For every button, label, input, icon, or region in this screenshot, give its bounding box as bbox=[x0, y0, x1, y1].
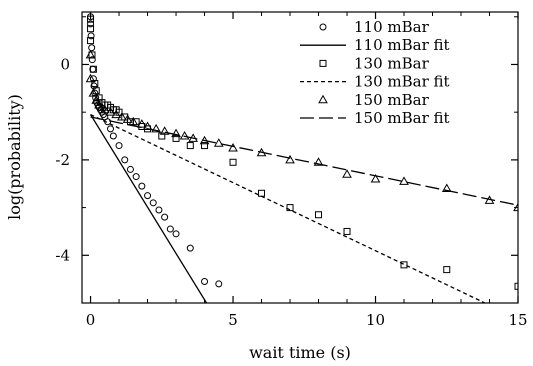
data-point-150-mbar bbox=[342, 169, 352, 178]
tick-labels: 0 5 10 15 0 -2 -4 bbox=[55, 55, 527, 329]
data-point-110-mbar bbox=[144, 192, 152, 200]
legend-label-130-mbar: 130 mBar bbox=[354, 54, 430, 72]
series-line-110-mbar-fit bbox=[89, 114, 208, 303]
plot-marks bbox=[85, 13, 518, 303]
y-tick-label: -2 bbox=[55, 151, 70, 169]
y-tick-label: -4 bbox=[55, 246, 70, 264]
data-point-150-mbar bbox=[105, 107, 116, 116]
legend-swatch-130-mbar bbox=[319, 59, 327, 67]
data-point-130-mbar bbox=[229, 158, 237, 166]
data-point-110-mbar bbox=[155, 206, 163, 214]
data-point-150-mbar bbox=[171, 128, 181, 138]
data-point-110-mbar bbox=[106, 125, 114, 133]
data-point-130-mbar bbox=[514, 282, 518, 290]
data-point-150-mbar bbox=[313, 157, 324, 166]
data-point-150-mbar bbox=[111, 109, 122, 119]
data-point-110-mbar bbox=[87, 32, 95, 40]
data-point-130-mbar bbox=[343, 227, 351, 235]
data-point-150-mbar bbox=[88, 88, 99, 97]
data-point-130-mbar bbox=[91, 80, 99, 88]
data-point-150-mbar bbox=[91, 95, 102, 104]
x-tick-label: 10 bbox=[366, 311, 385, 329]
plot-frame bbox=[81, 11, 519, 304]
data-point-130-mbar bbox=[87, 15, 95, 23]
data-point-130-mbar bbox=[172, 134, 180, 142]
data-point-110-mbar bbox=[115, 142, 123, 150]
legend-swatch-150-mbar bbox=[318, 94, 328, 104]
data-point-150-mbar bbox=[159, 126, 170, 135]
x-tick-label: 5 bbox=[228, 311, 238, 329]
data-point-110-mbar bbox=[126, 165, 134, 173]
data-point-110-mbar bbox=[109, 132, 117, 140]
data-point-150-mbar bbox=[213, 138, 224, 147]
legend-label-110-mbar-fit: 110 mBar fit bbox=[354, 36, 450, 54]
series-line-130-mbar-fit bbox=[90, 113, 486, 303]
data-point-150-mbar bbox=[179, 131, 190, 140]
data-point-110-mbar bbox=[201, 278, 209, 286]
data-point-130-mbar bbox=[87, 37, 95, 45]
data-point-110-mbar bbox=[186, 244, 194, 252]
data-point-130-mbar bbox=[87, 25, 95, 33]
data-point-130-mbar bbox=[400, 261, 408, 269]
data-point-130-mbar bbox=[89, 65, 97, 73]
data-point-110-mbar bbox=[132, 173, 140, 181]
data-point-150-mbar bbox=[122, 114, 133, 123]
data-point-110-mbar bbox=[161, 213, 169, 221]
x-tick-label: 0 bbox=[86, 311, 96, 329]
data-point-130-mbar bbox=[258, 189, 266, 197]
x-axis-label: wait time (s) bbox=[249, 343, 351, 362]
data-point-150-mbar bbox=[441, 183, 452, 193]
data-point-130-mbar bbox=[443, 266, 451, 274]
data-point-110-mbar bbox=[149, 199, 157, 207]
data-point-110-mbar bbox=[166, 225, 174, 233]
data-point-150-mbar bbox=[136, 119, 147, 128]
data-point-130-mbar bbox=[186, 142, 194, 150]
data-point-110-mbar bbox=[88, 56, 96, 64]
data-point-110-mbar bbox=[172, 230, 180, 238]
data-point-110-mbar bbox=[87, 20, 95, 28]
data-point-150-mbar bbox=[285, 154, 295, 164]
data-point-110-mbar bbox=[138, 182, 146, 190]
legend-label-110-mbar: 110 mBar bbox=[354, 18, 430, 36]
data-point-150-mbar bbox=[128, 116, 139, 126]
legend-label-130-mbar-fit: 130 mBar fit bbox=[354, 73, 450, 91]
data-point-110-mbar bbox=[88, 44, 96, 52]
axis-ticks bbox=[82, 12, 519, 303]
data-point-150-mbar bbox=[142, 121, 153, 130]
data-point-110-mbar bbox=[215, 280, 223, 288]
data-point-110-mbar bbox=[90, 82, 98, 90]
data-point-150-mbar bbox=[85, 49, 96, 59]
data-point-150-mbar bbox=[85, 73, 96, 83]
data-point-150-mbar bbox=[370, 173, 381, 183]
y-axis-label: log(probability) bbox=[5, 94, 24, 220]
data-point-130-mbar bbox=[286, 204, 294, 212]
data-point-110-mbar bbox=[121, 156, 129, 164]
data-point-150-mbar bbox=[151, 123, 161, 133]
x-tick-label: 15 bbox=[508, 311, 527, 329]
series-line-150-mbar-fit bbox=[90, 116, 518, 206]
legend-swatch-110-mbar bbox=[319, 23, 327, 31]
legend-label-150-mbar-fit: 150 mBar fit bbox=[354, 109, 450, 127]
legend-label-150-mbar: 150 mBar bbox=[354, 91, 430, 109]
data-point-150-mbar bbox=[228, 142, 238, 152]
data-point-150-mbar bbox=[513, 202, 518, 212]
y-tick-label: 0 bbox=[60, 55, 70, 73]
data-point-150-mbar bbox=[117, 111, 127, 121]
data-point-130-mbar bbox=[315, 211, 323, 219]
data-point-130-mbar bbox=[201, 142, 209, 150]
data-point-150-mbar bbox=[99, 104, 110, 114]
